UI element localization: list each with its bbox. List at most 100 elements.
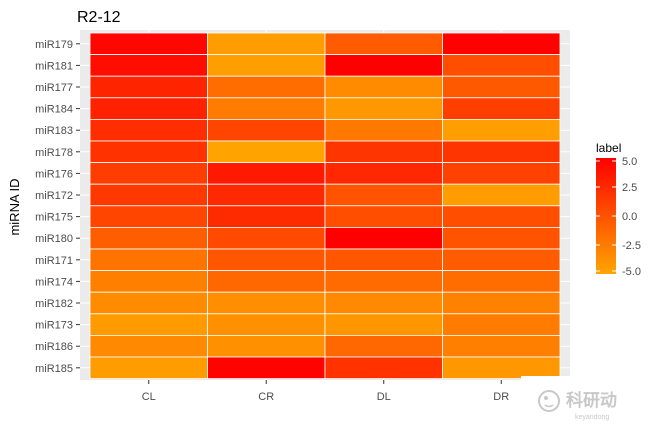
heatmap-tile [442, 226, 561, 250]
y-tick-label: miR183 [35, 125, 73, 137]
heatmap-tile [207, 334, 326, 358]
heatmap-tile [89, 54, 208, 77]
heatmap-tile [442, 313, 561, 336]
legend-tick-label: 2.5 [622, 182, 637, 194]
heatmap-tile [324, 356, 443, 380]
heatmap-tile [207, 119, 326, 142]
svg-text:keyandong: keyandong [575, 414, 609, 421]
heatmap-tile [89, 140, 208, 164]
y-axis: miR179 miR181 miR177 miR184 miR183 miR178 miR1… [35, 39, 80, 375]
y-tick-label: miR175 [35, 212, 73, 224]
heatmap-tile [324, 32, 443, 56]
heatmap-tile [89, 32, 208, 56]
legend-ticks: 5.0 2.5 0.0 -2.5 -5.0 [596, 156, 641, 278]
y-tick-label: miR176 [35, 168, 73, 180]
y-tick-label: miR186 [35, 341, 73, 353]
y-tick-label: miR177 [35, 82, 73, 94]
heatmap-tile [207, 291, 326, 315]
watermark-logo: 科研动 keyandong [521, 376, 661, 426]
heatmap-tile [324, 226, 443, 250]
heatmap-tile [442, 270, 561, 293]
y-tick-label: miR174 [35, 276, 73, 288]
heatmap-tile [89, 248, 208, 272]
heatmap-tile [324, 97, 443, 120]
heatmap-tile [324, 270, 443, 293]
heatmap-tile [207, 140, 326, 164]
x-tick-label: CR [258, 391, 274, 403]
heatmap-tile [89, 226, 208, 250]
heatmap-tile [442, 32, 561, 56]
heatmap-tile [207, 32, 326, 56]
heatmap-tile [89, 291, 208, 315]
legend-tick-label: -5.0 [622, 266, 641, 278]
heatmap-tile [324, 248, 443, 272]
heatmap-tile [207, 248, 326, 272]
legend-tick-label: 0.0 [622, 211, 637, 223]
heatmap-tile [207, 356, 326, 380]
heatmap-tile [442, 140, 561, 164]
heatmap-tile [442, 334, 561, 358]
heatmap-tile [89, 334, 208, 358]
y-tick-label: miR173 [35, 320, 73, 332]
heatmap-tile [324, 140, 443, 164]
heatmap-tile [89, 356, 208, 380]
x-tick-label: DL [377, 391, 391, 403]
heatmap-tile [207, 162, 326, 185]
chart-title: R2-12 [77, 9, 121, 26]
y-tick-label: miR179 [35, 39, 73, 51]
y-tick-label: miR171 [35, 255, 73, 267]
heatmap-tile [89, 205, 208, 228]
heatmap-tile [89, 183, 208, 207]
heatmap-tile [324, 313, 443, 336]
heatmap-tile [207, 183, 326, 207]
heatmap-tile [207, 226, 326, 250]
heatmap-tile [442, 54, 561, 77]
x-axis: CL CR DL DR [142, 380, 509, 403]
heatmap-tile [324, 291, 443, 315]
heatmap-tile [324, 334, 443, 358]
heatmap-tile [89, 270, 208, 293]
heatmap-tile [207, 54, 326, 77]
heatmap-tile [207, 313, 326, 336]
legend: label 5.0 2.5 0.0 -2.5 -5.0 [596, 141, 641, 278]
heatmap-tile [89, 162, 208, 185]
heatmap-tile [89, 119, 208, 142]
y-tick-label: miR178 [35, 147, 73, 159]
heatmap-tile [207, 97, 326, 120]
heatmap-tile [89, 313, 208, 336]
heatmap-tile [324, 162, 443, 185]
y-tick-label: miR185 [35, 363, 73, 375]
heatmap-tile [324, 75, 443, 99]
heatmap-tiles [89, 32, 561, 380]
heatmap-tile [442, 205, 561, 228]
y-tick-label: miR180 [35, 233, 73, 245]
heatmap-tile [89, 75, 208, 99]
legend-title: label [596, 141, 621, 155]
legend-tick-label: -2.5 [622, 240, 641, 252]
y-axis-title: miRNA ID [7, 178, 22, 235]
svg-text:科研动: 科研动 [566, 390, 617, 410]
heatmap-tile [442, 119, 561, 142]
y-tick-label: miR184 [35, 104, 73, 116]
y-tick-label: miR182 [35, 298, 73, 310]
heatmap-tile [442, 162, 561, 185]
x-tick-label: DR [493, 391, 509, 403]
x-tick-label: CL [142, 391, 156, 403]
legend-tick-label: 5.0 [622, 156, 637, 168]
heatmap-tile [89, 97, 208, 120]
heatmap-tile [442, 291, 561, 315]
heatmap-tile [442, 356, 561, 380]
heatmap-tile [442, 75, 561, 99]
heatmap-tile [324, 54, 443, 77]
heatmap-tile [442, 97, 561, 120]
y-tick-label: miR181 [35, 60, 73, 72]
heatmap-tile [442, 183, 561, 207]
heatmap-tile [324, 119, 443, 142]
y-tick-label: miR172 [35, 190, 73, 202]
heatmap-tile [324, 205, 443, 228]
heatmap-tile [207, 75, 326, 99]
heatmap-tile [207, 270, 326, 293]
heatmap-tile [207, 205, 326, 228]
heatmap-tile [442, 248, 561, 272]
